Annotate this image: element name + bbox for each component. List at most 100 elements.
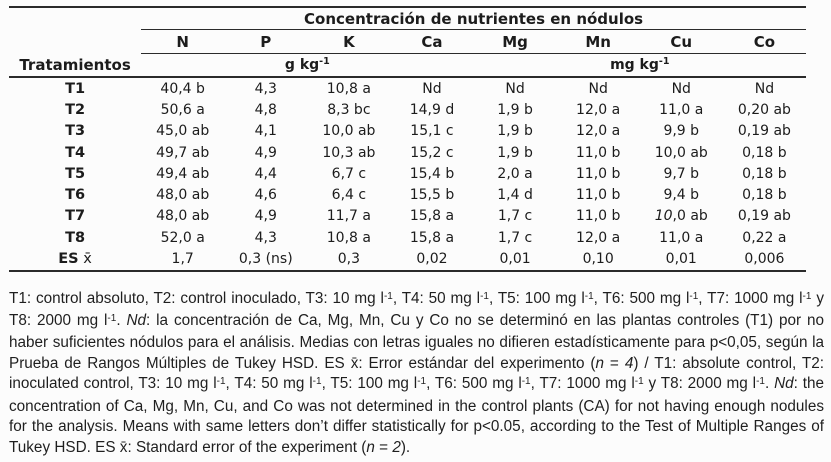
row-label-bold: T5 bbox=[65, 165, 86, 182]
table-cell: Nd bbox=[422, 80, 442, 97]
table-row: T5 49,4 ab 4,4 6,7 c 15,4 b 2,0 a 11,0 b 9,7 b 0… bbox=[9, 163, 806, 184]
table-cell: 4,9 bbox=[254, 208, 277, 225]
table-row: T8 52,0 a 4,3 10,8 a 15,8 a 1,7 c 12,0 a 11,0 a… bbox=[9, 227, 806, 248]
corner-cell bbox=[9, 30, 141, 54]
table-cell: 1,9 b bbox=[497, 144, 533, 161]
table-cell: 4,6 bbox=[254, 187, 277, 204]
table-row: T7 48,0 ab 4,9 11,7 a 15,8 a 1,7 c 11,0 b 10,0 … bbox=[9, 206, 806, 227]
table-cell: 11,0 b bbox=[575, 187, 621, 204]
footnote-segment: , T4: 50 mg l bbox=[225, 375, 313, 393]
table-cell: 0,18 b bbox=[742, 144, 787, 161]
treatments-header: Tratamientos bbox=[9, 53, 142, 78]
row-label: T8 bbox=[9, 227, 141, 248]
title-row: Concentración de nutrientes en nódulos bbox=[9, 7, 806, 30]
row-label-bold: T3 bbox=[65, 123, 86, 140]
table-cell: Nd bbox=[754, 80, 775, 97]
row-label-bold: T4 bbox=[65, 144, 86, 161]
table-cell: 40,4 b bbox=[160, 80, 205, 97]
table-cell: 0,006 bbox=[744, 251, 785, 268]
footnote-segment: , T6: 500 mg l bbox=[426, 375, 522, 393]
nutrient-table: Concentración de nutrientes en nódulos N… bbox=[9, 6, 806, 272]
row-label: T4 bbox=[9, 142, 141, 163]
table-cell: 11,0 a bbox=[659, 229, 704, 246]
table-cell: 9,9 b bbox=[663, 123, 700, 140]
table-cell: Nd bbox=[505, 80, 525, 97]
table-cell: 50,6 a bbox=[160, 101, 205, 118]
footnote-italic-segment: n bbox=[366, 438, 375, 456]
table-cell: 11,0 b bbox=[575, 208, 621, 225]
table-cell: 0,10 bbox=[582, 251, 614, 268]
row-label: T2 bbox=[9, 99, 141, 120]
superscript-unit: -1 bbox=[480, 290, 489, 302]
footnote-segment: , T6: 500 mg l bbox=[593, 289, 690, 307]
table-cell: 15,1 c bbox=[410, 123, 454, 140]
table-cell: 1,7 c bbox=[497, 229, 533, 246]
table-cell: 6,7 c bbox=[331, 165, 367, 182]
footnote-italic-segment: Nd bbox=[774, 375, 794, 393]
footnote-segment: ). bbox=[400, 438, 411, 456]
table-cell: 48,0 ab bbox=[156, 187, 210, 204]
footnote-segment: : the concentration of Ca, Mg, Mn, Cu, a… bbox=[9, 375, 825, 456]
table-cell: 10,8 a bbox=[326, 80, 371, 97]
table-row: T4 49,7 ab 4,9 10,3 ab 15,2 c 1,9 b 11,0 b 10,0… bbox=[9, 142, 806, 163]
table-cell: 49,7 ab bbox=[156, 144, 210, 161]
table-cell: 52,0 a bbox=[160, 229, 205, 246]
footnote-segment: , T5: 100 mg l bbox=[488, 289, 585, 307]
footnote-segment: T1: control absoluto, T2: control inocul… bbox=[9, 289, 384, 307]
row-label-bold: T2 bbox=[65, 101, 86, 118]
footnote-segment: y T8: 2000 mg l bbox=[643, 375, 757, 393]
column-header-p: P bbox=[224, 29, 308, 54]
table-cell: 4,3 bbox=[254, 229, 277, 246]
table-cell: 12,0 a bbox=[576, 229, 621, 246]
table-cell: 0,20 ab bbox=[737, 101, 791, 118]
column-header-cu: Cu bbox=[639, 29, 723, 54]
column-header-k: K bbox=[307, 29, 391, 54]
table-row: T6 48,0 ab 4,6 6,4 c 15,5 b 1,4 d 11,0 b 9,4 b 0… bbox=[9, 184, 806, 205]
table-cell: 48,0 ab bbox=[156, 208, 210, 225]
table-cell: 8,3 bc bbox=[327, 101, 371, 118]
table-cell: Nd bbox=[671, 80, 691, 97]
table-cell: 10,8 a bbox=[326, 229, 371, 246]
superscript-unit: -1 bbox=[689, 290, 699, 302]
table-cell: 0,22 a bbox=[742, 229, 787, 246]
table-cell: 1,9 b bbox=[497, 101, 533, 118]
footnote-segment: : la concentración de Ca, Mg, Mn, Cu y C… bbox=[9, 312, 825, 372]
table-cell: 15,8 a bbox=[409, 208, 455, 225]
table-cell: 0,19 ab bbox=[737, 123, 791, 140]
unit-header: g kg-1 bbox=[141, 53, 474, 78]
table-cell: 0,01 bbox=[665, 251, 697, 268]
row-label-suffix: x̄ bbox=[78, 251, 92, 268]
table-cell: 4,8 bbox=[254, 101, 277, 118]
table-cell: 0,3 bbox=[337, 251, 360, 268]
table-cell: 9,4 b bbox=[663, 187, 700, 204]
table-title: Concentración de nutrientes en nódulos bbox=[141, 7, 806, 30]
row-label: ES x̄ bbox=[9, 248, 141, 270]
table-row: T2 50,6 a 4,8 8,3 bc 14,9 d 1,9 b 12,0 a 11,0 a… bbox=[9, 99, 806, 120]
footnote-italic-segment: 4 bbox=[624, 354, 634, 372]
table-cell: 1,4 d bbox=[497, 187, 533, 204]
footnote-text: T1: control absoluto, T2: control inocul… bbox=[9, 289, 824, 458]
column-header-ca: Ca bbox=[390, 29, 474, 54]
table-cell: 0,3 (ns) bbox=[238, 251, 293, 268]
units-row: Tratamientos g kg-1 mg kg-1 bbox=[9, 53, 806, 78]
superscript-unit: -1 bbox=[417, 376, 427, 388]
table-cell: 15,2 c bbox=[410, 144, 454, 161]
superscript-unit: -1 bbox=[634, 376, 644, 388]
row-label-bold: T1 bbox=[65, 80, 86, 97]
table-cell: 12,0 a bbox=[576, 101, 621, 118]
corner-cell bbox=[9, 7, 141, 30]
table-body: T1 40,4 b 4,3 10,8 a Nd Nd Nd Nd Nd T2 50,6 a 4,8 8,… bbox=[9, 77, 806, 271]
superscript-unit: -1 bbox=[756, 376, 765, 388]
table-cell: 11,0 b bbox=[575, 144, 621, 161]
row-label: T7 bbox=[9, 206, 141, 227]
unit-header: mg kg-1 bbox=[473, 53, 806, 78]
table-cell: 12,0 a bbox=[576, 123, 621, 140]
footnote-italic-segment: n bbox=[595, 354, 604, 372]
table-cell: 45,0 ab bbox=[156, 123, 210, 140]
table-cell: 15,8 a bbox=[409, 229, 455, 246]
column-header-mn: Mn bbox=[556, 29, 640, 54]
superscript-unit: -1 bbox=[312, 376, 322, 388]
table-cell: 1,7 bbox=[171, 251, 194, 268]
footnote-segment: , T4: 50 mg l bbox=[392, 289, 481, 307]
